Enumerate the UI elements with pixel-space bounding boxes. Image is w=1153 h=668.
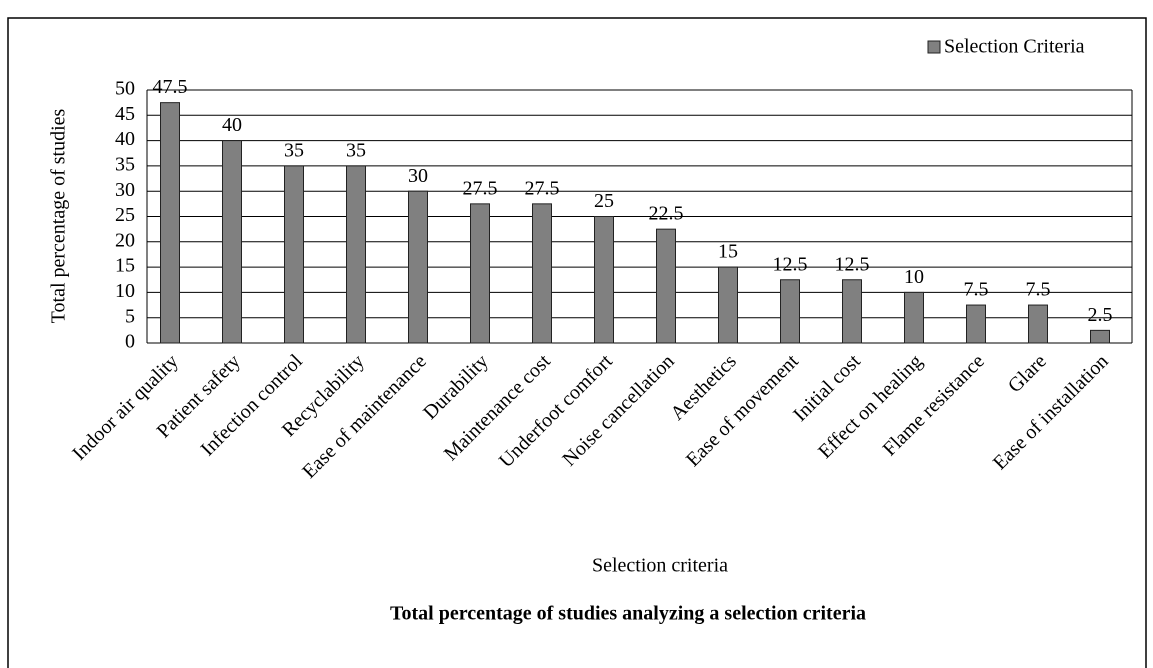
data-label: 12.5	[773, 253, 808, 275]
y-axis-label: Total percentage of studies	[48, 108, 70, 323]
bar	[966, 304, 986, 344]
y-tick-label: 25	[115, 204, 135, 226]
bar	[222, 140, 242, 344]
y-tick-label: 30	[115, 179, 135, 201]
y-tick-label: 5	[125, 305, 135, 327]
y-tick-label: 10	[115, 280, 135, 302]
x-tick-label: Indoor air quality	[68, 350, 183, 465]
data-label: 15	[718, 241, 738, 263]
y-tick-label: 35	[115, 153, 135, 175]
chart-frame	[7, 17, 1147, 668]
bar	[532, 203, 552, 344]
data-label: 2.5	[1088, 304, 1113, 326]
bar	[594, 216, 614, 344]
data-label: 12.5	[835, 253, 870, 275]
bar	[1090, 329, 1110, 344]
data-label: 35	[346, 139, 366, 161]
bar	[160, 102, 180, 344]
y-tick-label: 20	[115, 229, 135, 251]
x-tick-label: Maintenance cost	[440, 350, 555, 465]
y-tick-label: 50	[115, 78, 135, 100]
bar	[656, 228, 676, 344]
data-label: 7.5	[964, 279, 989, 301]
y-tick-label: 45	[115, 103, 135, 125]
x-tick-label: Ease of movement	[682, 350, 803, 471]
y-tick-label: 40	[115, 128, 135, 150]
y-tick-label: 15	[115, 255, 135, 277]
x-tick-label: Underfoot comfort	[495, 350, 617, 472]
bar	[1028, 304, 1048, 344]
caption: Total percentage of studies analyzing a …	[390, 603, 866, 625]
bar	[842, 279, 862, 344]
bar	[346, 165, 366, 344]
bar	[408, 190, 428, 344]
data-label: 40	[222, 114, 242, 136]
data-label: 7.5	[1026, 279, 1051, 301]
data-label: 25	[594, 190, 614, 212]
bar	[718, 266, 738, 344]
x-tick-label: Ease of maintenance	[298, 350, 431, 483]
x-tick-label: Noise cancellation	[558, 350, 678, 470]
x-axis-label: Selection criteria	[592, 555, 728, 577]
x-tick-label: Ease of installation	[989, 350, 1113, 474]
bar	[470, 203, 490, 344]
data-label: 35	[284, 139, 304, 161]
data-label: 27.5	[525, 177, 560, 199]
data-label: 10	[904, 266, 924, 288]
bar	[904, 291, 924, 344]
legend-label: Selection Criteria	[944, 36, 1085, 58]
data-label: 47.5	[153, 76, 188, 98]
data-label: 22.5	[649, 203, 684, 225]
x-tick-label: Glare	[1004, 350, 1051, 397]
y-tick-label: 0	[125, 331, 135, 353]
bar	[780, 279, 800, 344]
legend-swatch	[927, 40, 941, 54]
bar	[284, 165, 304, 344]
data-label: 30	[408, 165, 428, 187]
data-label: 27.5	[463, 177, 498, 199]
